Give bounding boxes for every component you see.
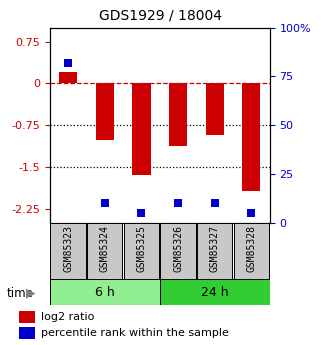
FancyBboxPatch shape [160, 279, 270, 305]
FancyBboxPatch shape [160, 223, 196, 279]
FancyBboxPatch shape [87, 223, 122, 279]
Bar [19, 327, 35, 339]
Bar [19, 311, 35, 323]
Text: GDS1929 / 18004: GDS1929 / 18004 [99, 9, 222, 22]
Bar [132, 83, 151, 175]
Text: 6 h: 6 h [95, 286, 115, 299]
Bar [205, 83, 224, 135]
Text: percentile rank within the sample: percentile rank within the sample [41, 328, 229, 338]
Bar [96, 83, 114, 140]
Text: GSM85325: GSM85325 [136, 225, 146, 272]
Text: GSM85327: GSM85327 [210, 225, 220, 272]
FancyBboxPatch shape [234, 223, 269, 279]
Text: GSM85326: GSM85326 [173, 225, 183, 272]
Bar [59, 72, 77, 83]
Point [65, 60, 71, 66]
Text: ▶: ▶ [26, 287, 35, 300]
Point [176, 200, 181, 206]
Bar [169, 83, 187, 146]
Text: GSM85328: GSM85328 [246, 225, 256, 272]
Text: GSM85324: GSM85324 [100, 225, 110, 272]
Text: log2 ratio: log2 ratio [41, 312, 94, 322]
Bar [242, 83, 260, 191]
Point [212, 200, 217, 206]
Point [139, 210, 144, 216]
Text: GSM85323: GSM85323 [63, 225, 73, 272]
FancyBboxPatch shape [124, 223, 159, 279]
FancyBboxPatch shape [197, 223, 232, 279]
FancyBboxPatch shape [50, 223, 86, 279]
Point [249, 210, 254, 216]
FancyBboxPatch shape [50, 279, 160, 305]
Text: 24 h: 24 h [201, 286, 229, 299]
Text: time: time [6, 287, 33, 300]
Point [102, 200, 107, 206]
